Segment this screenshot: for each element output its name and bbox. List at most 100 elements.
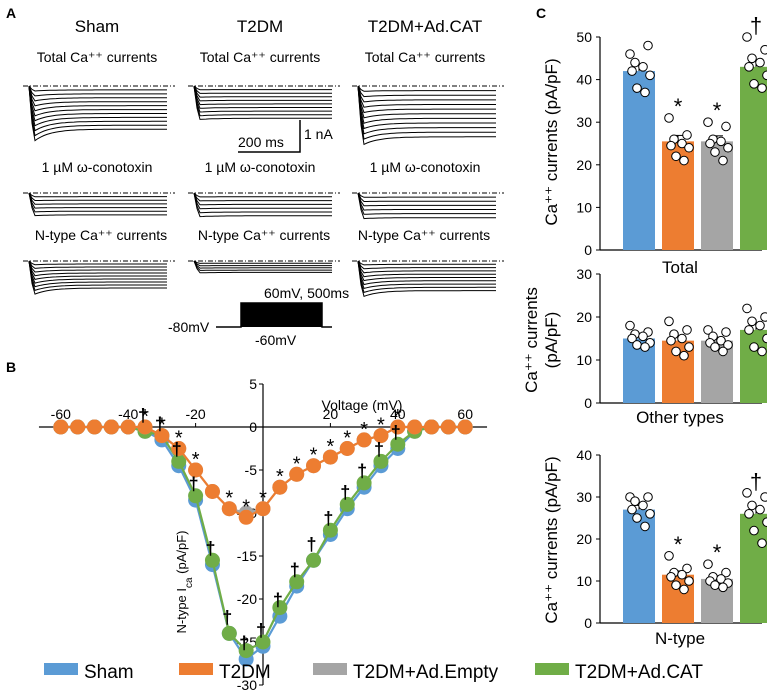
sham-total-trace [28,85,167,102]
chart-title: N-type [655,629,705,648]
individual-point [664,113,674,123]
scale-bar-current-label: 1 nA [304,126,333,142]
t2dm-total-trace [193,85,332,106]
individual-point [762,333,767,344]
y-tick-label: 20 [576,309,592,325]
scale-bar-time-label: 200 ms [238,134,284,150]
data-point [221,625,237,641]
protocol-step-label: 60mV, 500ms [264,285,349,301]
individual-point [742,32,752,42]
x-tick-label: 20 [323,406,339,422]
t2dm-ntype-trace [193,260,332,274]
t2dm-ntype-trace [193,260,332,271]
y-tick-label: 0 [584,242,592,258]
sham-ntype-trace [28,260,167,277]
individual-point [718,155,728,166]
significance-dagger: † [374,440,384,460]
significance-mark: † [750,469,762,494]
adcat-total-trace [357,85,496,140]
sham-total-trace [28,85,167,97]
y-tick-label: -20 [237,591,257,607]
row-label-conotoxin-adcat: 1 µM ω-conotoxin [370,159,481,175]
significance-star: * [293,453,301,475]
individual-point [632,340,642,350]
significance-star: * [259,488,267,510]
significance-star: * [394,406,402,428]
data-point [390,436,406,452]
individual-point [749,525,759,536]
individual-point [625,49,635,59]
significance-star: * [327,436,335,458]
data-point [188,462,204,478]
y-tick-label: 40 [576,72,592,88]
individual-point [710,580,720,591]
legend-swatch-t2dm-ad-empty [313,663,347,675]
legend-swatch-t2dm [179,663,213,675]
adcat-total-trace [357,85,496,124]
individual-point [664,316,674,327]
sham-total-trace [28,85,167,112]
y-tick-label: 30 [576,114,592,130]
adcat-total-trace [357,85,496,103]
y-tick-label: 30 [576,266,592,282]
significance-dagger: † [189,474,199,494]
column-title-t2dm-adcat: T2DM+Ad.CAT [368,17,482,36]
individual-point [638,62,648,72]
individual-point [749,342,759,352]
significance-star: * [360,419,368,441]
y-tick-label: -5 [245,462,258,478]
adcat-ntype-trace [357,260,496,274]
row-label-conotoxin-t2dm: 1 µM ω-conotoxin [205,159,316,175]
data-point [188,488,204,504]
individual-point [640,87,650,98]
individual-point [671,580,681,591]
protocol-step-block [241,303,322,327]
adcat-conotoxin-trace [357,192,496,211]
current-traces [23,85,504,297]
individual-point [744,62,754,72]
significance-star: * [310,445,318,467]
significance-dagger: † [340,483,350,503]
significance-dagger: † [138,405,148,425]
legend-swatch-sham [44,663,78,675]
individual-point [643,40,653,51]
individual-point [760,492,767,502]
panel-b-iv-chart: -60-40-2020406050-5-10-15-20-25-30Voltag… [38,376,488,690]
x-tick-label: 60 [457,406,473,422]
adcat-total-trace [357,85,496,119]
individual-point [760,44,767,55]
sham-total-trace [28,85,167,107]
data-point [424,419,439,435]
x-tick-label: -20 [185,406,205,422]
individual-point [721,121,731,132]
y-axis-title-units: (pA/pF) [174,530,189,577]
adcat-total-trace [357,85,496,146]
row-label-ntype-sham: N-type Ca⁺⁺ currents [35,227,167,243]
legend: Sham T2DM T2DM+Ad.Empty T2DM+Ad.CAT [44,662,703,683]
adcat-ntype-trace [357,260,496,278]
significance-mark: † [750,13,762,38]
data-point [120,419,136,435]
adcat-ntype-trace [357,260,496,270]
sham-total-trace [28,85,167,117]
y-tick-label: 20 [576,531,592,547]
t2dm-conotoxin-trace [193,192,332,210]
individual-point [747,500,757,511]
y-tick-label: 10 [576,199,592,215]
y-tick-label: 0 [584,395,592,411]
significance-dagger: † [290,560,300,580]
t2dm-conotoxin-trace [193,192,332,214]
y-tick-label: 0 [249,419,257,435]
sham-ntype-trace [28,260,167,284]
data-point [322,449,338,465]
row-label-total-sham: Total Ca⁺⁺ currents [37,49,158,65]
data-point [137,419,153,435]
significance-star: * [377,415,385,437]
individual-point [630,496,640,507]
sham-total-trace [28,85,167,142]
panel-letter-c: C [536,5,546,21]
significance-dagger: † [307,534,317,554]
y-tick-label: 20 [576,157,592,173]
significance-dagger: † [273,590,283,610]
